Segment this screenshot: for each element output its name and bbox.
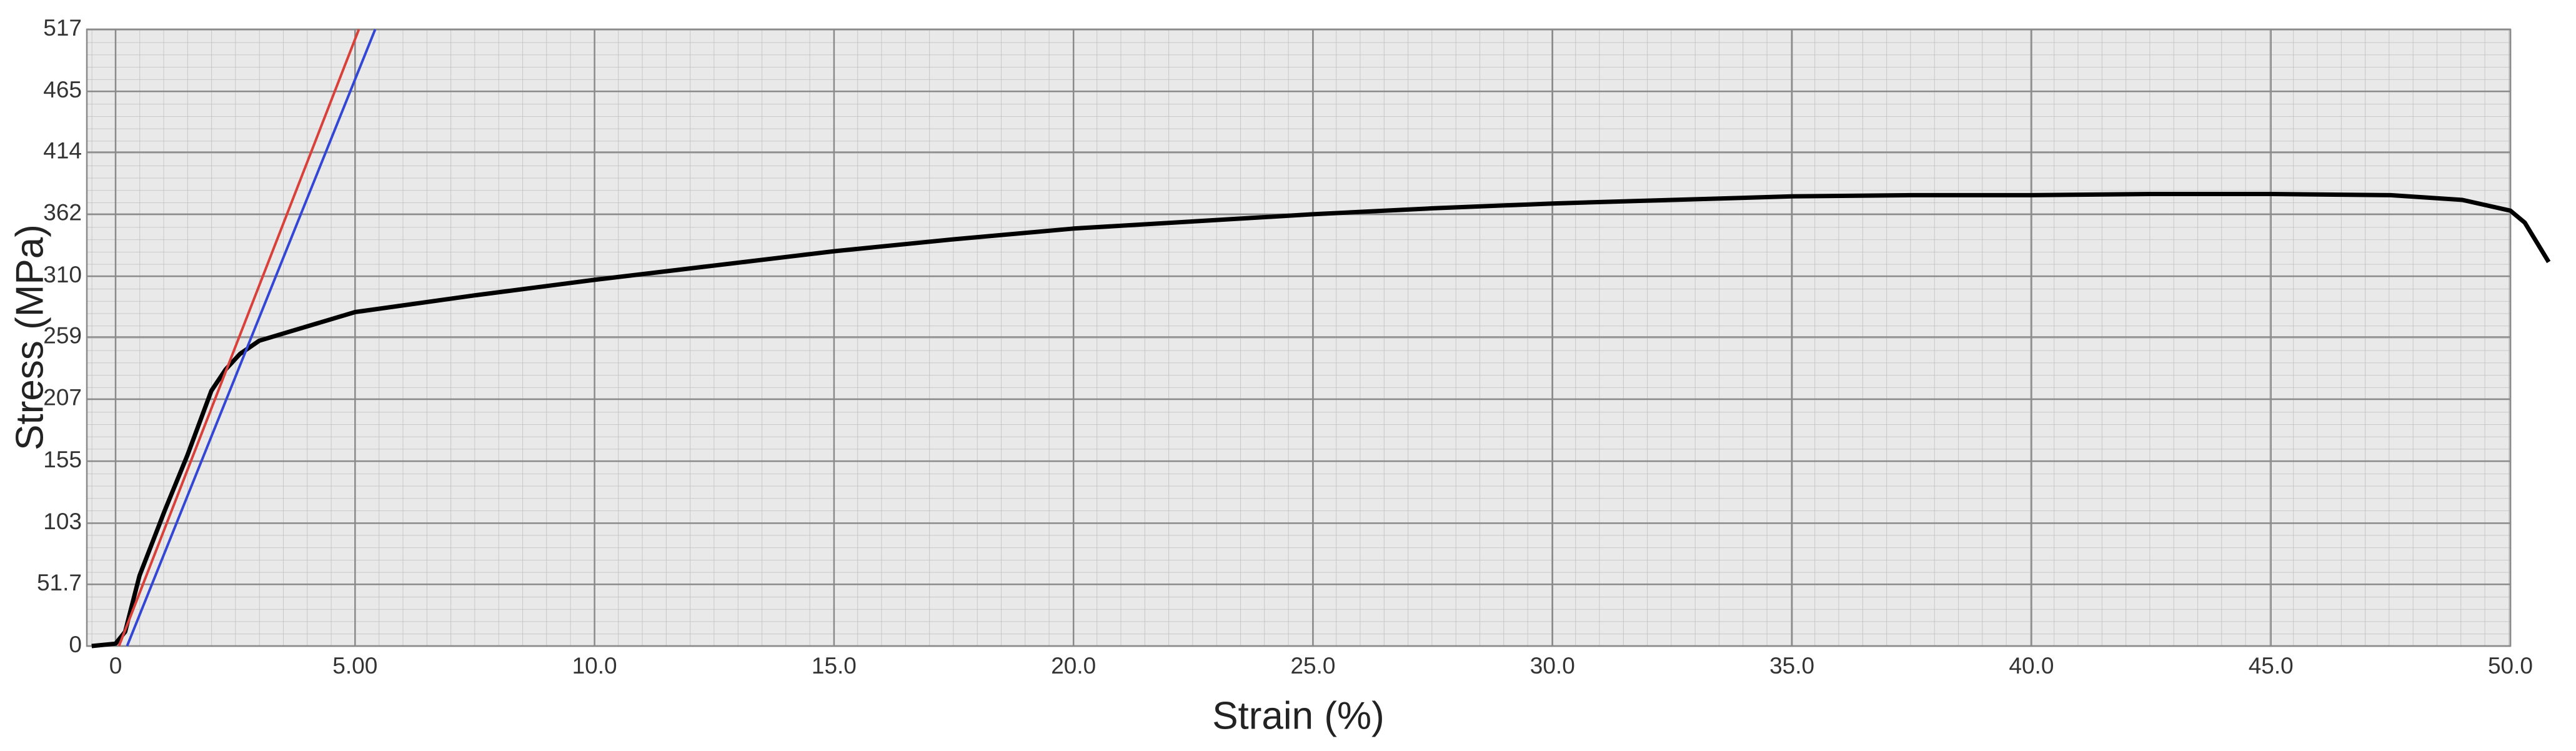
y-tick-label: 0 xyxy=(69,632,82,657)
x-tick-label: 0 xyxy=(109,653,122,679)
y-tick-label: 310 xyxy=(43,262,82,287)
x-tick-label: 35.0 xyxy=(1769,653,1814,679)
x-tick-label: 20.0 xyxy=(1051,653,1096,679)
x-tick-label: 25.0 xyxy=(1290,653,1335,679)
x-tick-label: 15.0 xyxy=(812,653,857,679)
x-tick-label: 30.0 xyxy=(1530,653,1575,679)
x-tick-label: 5.00 xyxy=(332,653,377,679)
y-tick-label: 362 xyxy=(43,200,82,226)
series-line xyxy=(91,192,2551,649)
y-tick-label: 207 xyxy=(43,385,82,410)
x-tick-label: 10.0 xyxy=(572,653,617,679)
y-tick-label: 51.7 xyxy=(37,570,82,595)
y-tick-label: 155 xyxy=(43,447,82,472)
y-tick-label: 103 xyxy=(43,509,82,534)
x-tick-label: 40.0 xyxy=(2009,653,2054,679)
x-axis-title: Strain (%) xyxy=(1212,694,1385,737)
y-tick-label: 465 xyxy=(43,77,82,102)
y-tick-label: 517 xyxy=(43,15,82,41)
x-tick-label: 45.0 xyxy=(2249,653,2294,679)
series-line xyxy=(126,29,377,647)
y-tick-label: 259 xyxy=(43,322,82,348)
y-axis-title: Stress (MPa) xyxy=(8,224,51,450)
series-line xyxy=(117,29,361,647)
y-tick-label: 414 xyxy=(43,137,82,163)
x-tick-label: 50.0 xyxy=(2488,653,2533,679)
